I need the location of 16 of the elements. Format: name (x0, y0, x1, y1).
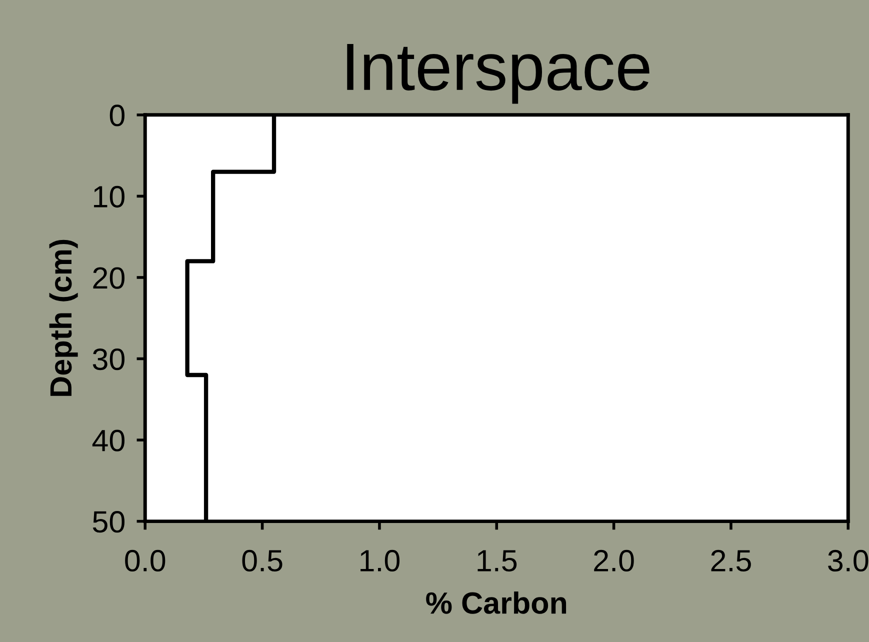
y-axis-title: Depth (cm) (49, 240, 78, 396)
y-tick-label: 50 (92, 511, 124, 533)
y-tick-label: 10 (94, 186, 124, 208)
chart-title: Interspace (347, 44, 650, 104)
x-axis-title: % Carbon (426, 591, 566, 614)
x-tick-label: 0.5 (242, 550, 282, 572)
x-tick-label: 1.5 (478, 550, 517, 572)
x-tick-label: 2.5 (711, 550, 751, 572)
y-tick-label: 20 (93, 267, 124, 289)
y-tick-label: 30 (92, 348, 124, 370)
y-tick-label: 40 (92, 430, 124, 452)
x-tick-label: 0.0 (125, 550, 166, 572)
x-tick-label: 2.0 (594, 550, 634, 572)
y-tick-label: 0 (110, 104, 124, 126)
x-tick-label: 1.0 (360, 550, 400, 572)
x-tick-label: 3.0 (828, 550, 868, 572)
